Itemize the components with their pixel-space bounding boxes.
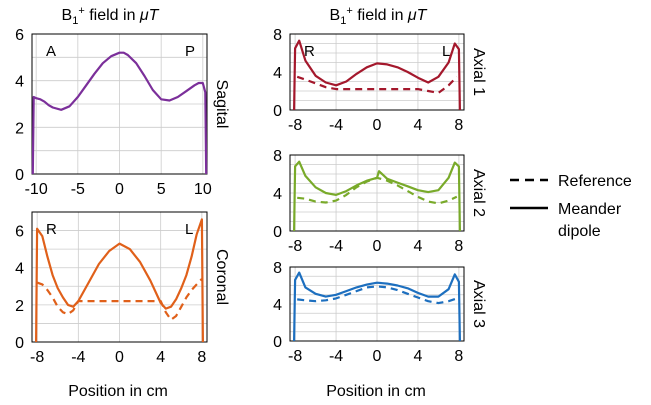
x-tick-label: -4: [71, 349, 85, 366]
panel-axial-2: 0 4 8 -8 -4 0 4 8 Axial 2: [273, 148, 487, 255]
plot-frame: [289, 154, 465, 232]
x-tick-label: -8: [288, 348, 302, 365]
y-tick-label: 0: [273, 224, 282, 241]
x-tick-label: 0: [115, 181, 124, 198]
x-tick-label: 8: [197, 349, 206, 366]
series-line-meander: [35, 218, 204, 343]
series-line-meander: [293, 39, 461, 111]
panel-axial-3: 0 4 8 -8 -4 0 4 8 Axial 3: [273, 260, 487, 365]
x-tick-label: 0: [373, 238, 382, 255]
x-tick-label: -4: [329, 117, 343, 134]
panel-title: Axial 3: [470, 280, 487, 328]
series-line-meander: [293, 160, 461, 232]
x-tick-label: -5: [71, 181, 85, 198]
plot-frame: [289, 266, 465, 342]
panel-axial-1: 0 4 8 -8 -4 0 4 8 R L Axial 1: [273, 27, 487, 134]
plot-frame: [31, 211, 208, 343]
y-tick-label: 0: [273, 334, 282, 351]
x-tick-label: 5: [157, 181, 166, 198]
x-tick-label: 0: [373, 348, 382, 365]
x-tick-label: 4: [413, 348, 422, 365]
y-tick-label: 2: [15, 298, 24, 315]
right-title: B1+ field in μT: [330, 5, 428, 27]
panel-sagittal: 0 2 4 6 -10 -5 0 5 10 A P Sagital: [15, 27, 230, 198]
x-tick-label: -8: [288, 238, 302, 255]
x-tick-label: -10: [25, 181, 48, 198]
y-tick-label: 0: [273, 103, 282, 120]
y-tick-label: 0: [15, 335, 24, 352]
series-line-meander: [293, 271, 461, 342]
panel-title: Axial 1: [470, 48, 487, 96]
corner-label-right: L: [185, 221, 193, 238]
y-tick-label: 0: [15, 167, 24, 184]
y-tick-label: 2: [15, 120, 24, 137]
x-tick-label: 4: [156, 349, 165, 366]
series-line-reference: [297, 285, 458, 305]
x-tick-label: 4: [413, 238, 422, 255]
y-tick-label: 4: [15, 74, 24, 91]
corner-label-right: P: [185, 43, 195, 60]
corner-label-right: L: [442, 43, 450, 60]
left-title: B1+ field in μT: [62, 5, 160, 27]
x-tick-label: -8: [30, 349, 44, 366]
legend: Reference Meander dipole: [510, 173, 632, 240]
y-tick-label: 4: [273, 186, 282, 203]
corner-label-left: R: [46, 221, 57, 238]
panel-coronal: 0 2 4 6 -8 -4 0 4 8 R L Coronal: [15, 211, 230, 366]
panel-title: Axial 2: [470, 169, 487, 217]
y-tick-label: 4: [273, 65, 282, 82]
panel-title: Coronal: [213, 249, 230, 305]
x-tick-label: -4: [329, 238, 343, 255]
x-tick-label: 8: [454, 238, 463, 255]
left-x-axis-label: Position in cm: [68, 383, 168, 400]
y-tick-label: 8: [273, 27, 282, 44]
x-tick-label: 10: [194, 181, 212, 198]
x-tick-label: 4: [413, 117, 422, 134]
x-tick-label: -4: [329, 348, 343, 365]
y-tick-label: 4: [273, 297, 282, 314]
plot-frame: [31, 33, 208, 175]
y-tick-label: 8: [273, 260, 282, 277]
legend-meander-label-1: Meander: [558, 201, 622, 218]
x-tick-label: 0: [373, 117, 382, 134]
series-line-meander: [31, 51, 208, 175]
x-tick-label: 8: [454, 117, 463, 134]
right-x-axis-label: Position in cm: [326, 383, 426, 400]
y-tick-label: 6: [15, 224, 24, 241]
y-tick-label: 8: [273, 148, 282, 165]
corner-label-left: R: [304, 43, 315, 60]
x-tick-label: 0: [115, 349, 124, 366]
y-tick-label: 4: [15, 261, 24, 278]
series-line-reference: [296, 75, 458, 95]
x-tick-label: 8: [454, 348, 463, 365]
corner-label-left: A: [46, 43, 56, 60]
legend-reference-label: Reference: [558, 173, 632, 190]
x-tick-label: -8: [288, 117, 302, 134]
panel-title: Sagital: [213, 80, 230, 129]
series-line-reference: [36, 278, 203, 321]
series-line-reference: [297, 176, 458, 205]
y-tick-label: 6: [15, 27, 24, 44]
legend-meander-label-2: dipole: [558, 223, 601, 240]
plot-frame: [289, 33, 465, 111]
